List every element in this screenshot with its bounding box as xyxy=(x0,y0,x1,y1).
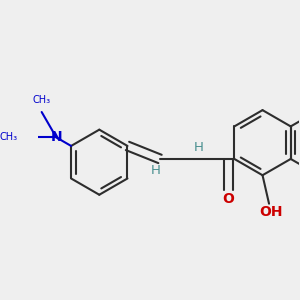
Text: O: O xyxy=(222,192,234,206)
Text: CH₃: CH₃ xyxy=(33,95,51,105)
Text: H: H xyxy=(193,141,203,154)
Text: N: N xyxy=(50,130,62,144)
Text: OH: OH xyxy=(259,205,282,219)
Text: H: H xyxy=(151,164,161,177)
Text: CH₃: CH₃ xyxy=(0,132,17,142)
